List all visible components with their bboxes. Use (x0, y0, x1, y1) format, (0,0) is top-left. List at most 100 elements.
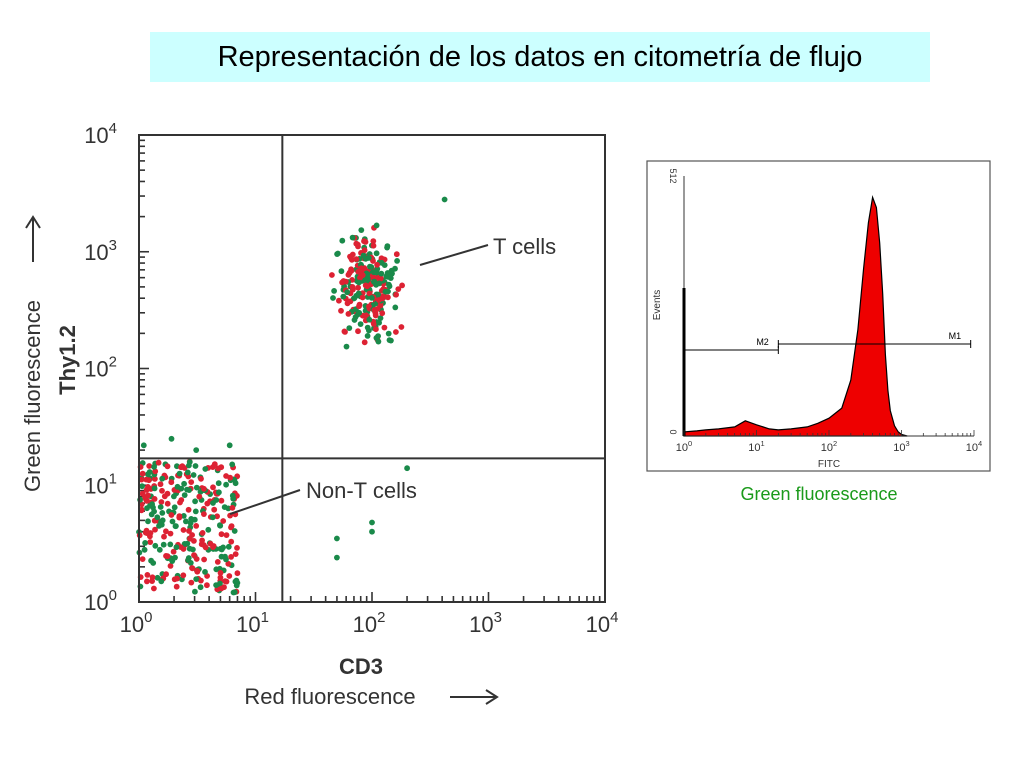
scatter-point (229, 461, 236, 468)
scatter-point (217, 545, 224, 552)
scatter-point (382, 288, 389, 295)
scatter-point (226, 573, 233, 579)
scatter-point (199, 530, 206, 536)
scatter-point (164, 463, 171, 470)
scatter-point (364, 276, 371, 283)
scatter-point (176, 513, 183, 519)
scatter-point (186, 487, 193, 493)
scatter-point (168, 435, 175, 442)
scatter-point (192, 498, 199, 505)
scatter-point (330, 295, 336, 301)
scatter-point (163, 553, 169, 559)
x-axis-sublabel: Red fluorescence (244, 684, 415, 709)
scatter-point (375, 291, 381, 298)
scatter-point (356, 279, 362, 286)
scatter-point (399, 282, 405, 289)
scatter-point (361, 247, 368, 254)
scatter-point (157, 504, 164, 510)
slide-title: Representación de los datos en citometrí… (150, 32, 930, 82)
scatter-point (338, 268, 345, 275)
scatter-point (234, 545, 240, 551)
scatter-point (180, 527, 187, 533)
scatter-point (161, 533, 167, 540)
scatter-point (228, 523, 235, 529)
scatter-point (152, 526, 158, 533)
scatter-point (218, 553, 225, 560)
scatter-point (368, 295, 375, 301)
histogram-ticks (682, 288, 975, 436)
scatter-point (372, 312, 379, 319)
scatter-point (169, 518, 176, 525)
scatter-point (191, 516, 198, 523)
histogram-y-min-label: 0 (668, 429, 678, 434)
scatter-point (139, 490, 146, 497)
scatter-point (183, 518, 189, 525)
scatter-point (389, 270, 395, 277)
scatter-point (151, 485, 158, 492)
scatter-point (181, 492, 188, 498)
scatter-point (338, 307, 344, 314)
scatter-point (174, 483, 181, 490)
scatter-point (159, 487, 165, 494)
scatter-point (393, 291, 399, 298)
scatter-point (180, 513, 187, 519)
scatter-point (201, 556, 208, 563)
scatter-point (227, 474, 234, 481)
scatter-point (334, 251, 340, 257)
scatter-point (217, 574, 224, 581)
scatter-point (200, 542, 207, 548)
scatter-point (385, 330, 392, 337)
scatter-point (388, 337, 394, 344)
scatter-point (379, 295, 386, 302)
scatter-point (144, 578, 150, 585)
x-tick-label: 100 (120, 609, 153, 637)
scatter-point (367, 263, 373, 270)
scatter-point (151, 464, 158, 470)
scatter-point (355, 284, 361, 291)
scatter-point (359, 294, 366, 301)
scatter-point (152, 476, 158, 482)
scatter-point (188, 479, 195, 485)
scatter-point (193, 523, 200, 529)
scatter-point (145, 518, 151, 525)
scatter-point (228, 554, 235, 560)
scatter-point (223, 532, 230, 538)
x-tick-labels: 100 101 102 103 104 (120, 609, 619, 637)
y-tick-label: 101 (84, 470, 117, 498)
scatter-point (139, 556, 146, 562)
scatter-point (184, 540, 191, 547)
scatter-point (140, 442, 147, 449)
scatter-point (150, 560, 157, 566)
scatter-point (369, 519, 375, 526)
scatter-point (231, 528, 238, 534)
scatter-point (378, 255, 385, 262)
scatter-point (231, 477, 238, 483)
scatter-point (344, 289, 351, 296)
scatter-point (366, 316, 373, 323)
scatter-point (164, 500, 171, 507)
scatter-point (352, 314, 359, 320)
scatter-point (201, 485, 207, 492)
scatter-point (385, 273, 391, 280)
scatter-point (167, 541, 174, 548)
x-tick-label: 101 (236, 609, 269, 637)
scatter-point (149, 578, 156, 584)
scatter-point (373, 222, 380, 229)
scatter-point (193, 556, 200, 562)
scatter-point (371, 278, 378, 285)
scatter-point (370, 238, 377, 245)
scatter-point (210, 484, 216, 491)
scatter-point (404, 465, 410, 472)
scatter-point (393, 329, 399, 335)
scatter-point (211, 506, 218, 513)
scatter-point (229, 504, 236, 511)
y-axis-sublabel: Green fluorescence (20, 300, 45, 492)
marker-label: M1 (949, 331, 962, 341)
x-axis-arrow-icon (450, 689, 499, 705)
scatter-point (144, 497, 150, 504)
scatter-point (218, 531, 225, 538)
scatter-point (156, 523, 162, 529)
scatter-point (345, 311, 352, 317)
scatter-point (363, 312, 369, 319)
